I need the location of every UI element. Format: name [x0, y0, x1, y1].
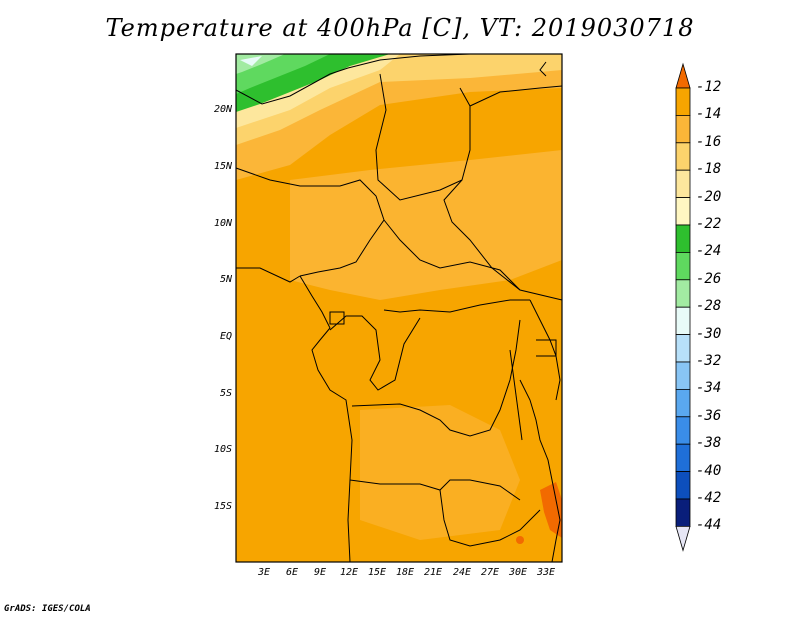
temperature-field — [236, 54, 562, 562]
border-north — [235, 53, 471, 105]
border-niger-chad — [375, 73, 471, 201]
lon-label: 6E — [285, 567, 299, 578]
border-libya — [469, 85, 563, 107]
colorbar-swatch — [675, 224, 691, 253]
field-warm-dot — [516, 536, 524, 544]
lake-tanganyika — [509, 349, 523, 441]
colorbar-swatch — [675, 361, 691, 390]
lon-label: 24E — [452, 567, 472, 578]
border-drc-north — [383, 299, 530, 313]
lat-label: 15S — [213, 501, 232, 512]
lon-label: 33E — [536, 567, 556, 578]
colorbar-label: -40 — [696, 462, 722, 479]
map-title: Temperature at 400hPa [C], VT: 201903071… — [105, 14, 695, 42]
lat-label: 5S — [219, 388, 232, 399]
colorbar-label: -34 — [696, 380, 722, 397]
border-eq-guinea — [329, 311, 345, 325]
colorbar-swatch — [675, 279, 691, 308]
colorbar-swatch — [675, 115, 691, 144]
lat-label: 10S — [213, 444, 232, 455]
lat-label: 5N — [219, 274, 232, 285]
colorbar-label: -20 — [696, 188, 722, 205]
colorbar-label: -38 — [696, 435, 722, 452]
border-congo — [329, 315, 421, 391]
border-zimbabwe — [439, 489, 541, 547]
colorbar — [675, 62, 691, 552]
colorbar-label: -26 — [696, 270, 722, 287]
lon-label: 15E — [367, 567, 387, 578]
colorbar-label: -28 — [696, 298, 722, 315]
border-car — [383, 219, 521, 291]
colorbar-label: -32 — [696, 353, 722, 369]
border-uganda — [536, 339, 557, 357]
border-angola-zambia — [349, 479, 521, 501]
border-nigeria — [235, 167, 385, 277]
lon-label: 3E — [257, 567, 271, 578]
colorbar-swatch — [675, 87, 691, 116]
field-warm-spot — [540, 482, 562, 538]
border-drc-south — [351, 319, 521, 437]
field-cold-spot — [240, 56, 262, 66]
field-sahel — [290, 150, 562, 300]
colorbar-label: -30 — [696, 325, 722, 342]
colorbar-label: -36 — [696, 407, 722, 424]
coast-gulf — [236, 267, 301, 283]
colorbar-label: -22 — [696, 216, 722, 232]
credit-text: GrADS: IGES/COLA — [4, 604, 91, 614]
colorbar-swatch — [675, 388, 691, 418]
colorbar-label: -42 — [696, 490, 722, 506]
colorbar-swatch — [675, 142, 691, 171]
lon-label: 30E — [508, 567, 528, 578]
colorbar-swatch — [675, 498, 691, 527]
colorbar-top-triangle — [675, 62, 691, 89]
colorbar-label: -16 — [696, 133, 722, 150]
colorbar-label: -18 — [696, 161, 722, 178]
colorbar-swatch — [675, 416, 691, 445]
colorbar-label: -44 — [696, 517, 722, 534]
country-borders — [235, 53, 563, 563]
colorbar-label: -12 — [696, 79, 722, 95]
lon-label: 9E — [313, 567, 327, 578]
plot-frame — [235, 53, 563, 563]
field-south-patch — [360, 405, 520, 540]
border-east — [529, 299, 561, 401]
colorbar-swatch — [675, 334, 691, 363]
coast-ne — [539, 61, 547, 77]
lon-label: 21E — [423, 567, 443, 578]
colorbar-swatch — [675, 251, 691, 281]
lat-label: 10N — [213, 218, 232, 229]
colorbar-label: -14 — [696, 106, 722, 123]
lon-label: 18E — [395, 567, 415, 578]
lat-label: EQ — [219, 331, 232, 342]
colorbar-swatch — [675, 471, 691, 500]
border-lakes — [519, 379, 561, 563]
colorbar-swatch — [675, 443, 691, 473]
colorbar-swatch — [675, 306, 691, 336]
lon-label: 27E — [480, 567, 500, 578]
colorbar-swatch — [675, 197, 691, 226]
lat-label: 15N — [213, 161, 232, 172]
colorbar-label: -24 — [696, 243, 722, 260]
colorbar-bottom-triangle — [675, 526, 691, 552]
lat-label: 20N — [213, 104, 232, 115]
colorbar-swatch — [675, 169, 691, 198]
lon-label: 12E — [339, 567, 359, 578]
